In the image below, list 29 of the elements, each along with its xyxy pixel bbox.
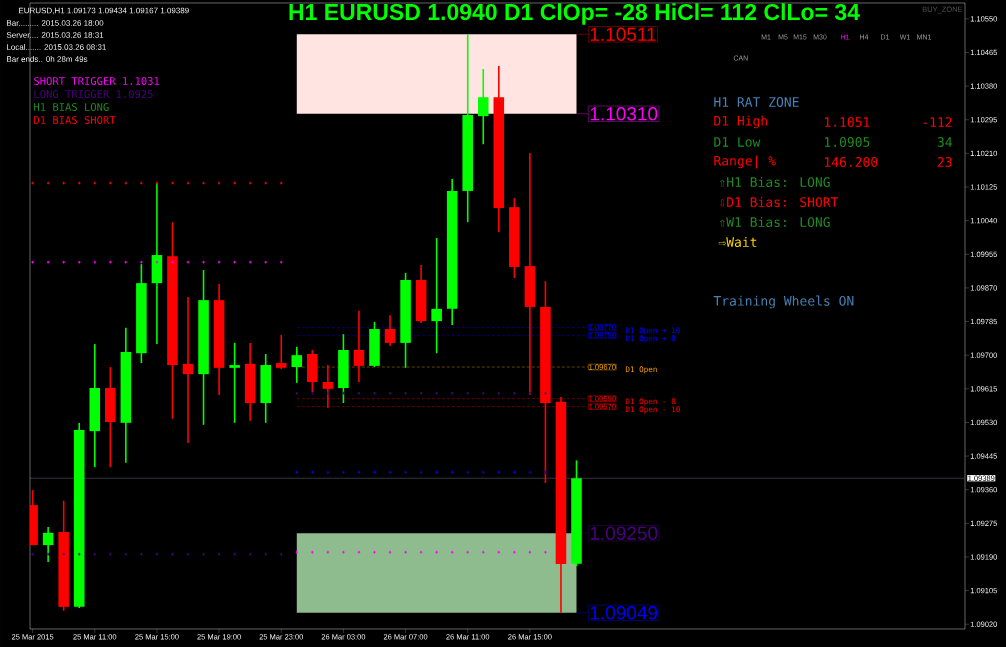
annotation: 23 [937,157,952,167]
annotation: D1 Low [714,137,761,147]
ref-line-label: 1.10310 [590,107,658,121]
annotation: Bar......... 2015.03.26 18:00 [7,20,104,26]
annotation: H1 RAT ZONE [714,97,799,107]
annotation: D1 BIAS SHORT [34,116,116,124]
annotation: Range| % [714,155,776,169]
annotation: LONG TRIGGER 1.0925 [34,90,153,98]
annotation: ⇧H1 Bias: LONG [719,176,830,188]
annotation: ⇧W1 Bias: LONG [719,216,830,228]
ref-line-label: 1.10511 [590,27,656,41]
annotation: 146.200 [824,157,878,167]
annotation: 1.0905 [824,137,870,147]
annotation: -112 [923,117,952,127]
annotation: 34 [937,137,952,147]
annotation: Training Wheels ON [713,295,854,309]
chart-title: H1 EURUSD 1.0940 D1 ClOp= -28 HiCl= 112 ClLo= 34 [289,3,860,25]
annotation: ⇨Wait [718,236,757,248]
annotation: H1 BIAS LONG [34,103,109,111]
annotation: D1 High [714,115,768,129]
annotation: SHORT TRIGGER 1.1031 [34,77,160,85]
annotation: Local....... 2015.03.26 08:31 [7,44,106,50]
annotation: ⇩D1 Bias: SHORT [719,196,839,208]
annotation: Server.... 2015.03.26 18:31 [6,32,104,38]
annotation: 1.1051 [824,117,870,127]
annotation: Bar ends.. 0h 28m 49s [7,56,88,62]
annotation: EURUSD,H1 1.09173 1.09434 1.09167 1.09389 [19,7,189,15]
ref-line-label: 1.09049 [590,606,658,620]
ref-line-label: 1.09250 [590,526,658,540]
